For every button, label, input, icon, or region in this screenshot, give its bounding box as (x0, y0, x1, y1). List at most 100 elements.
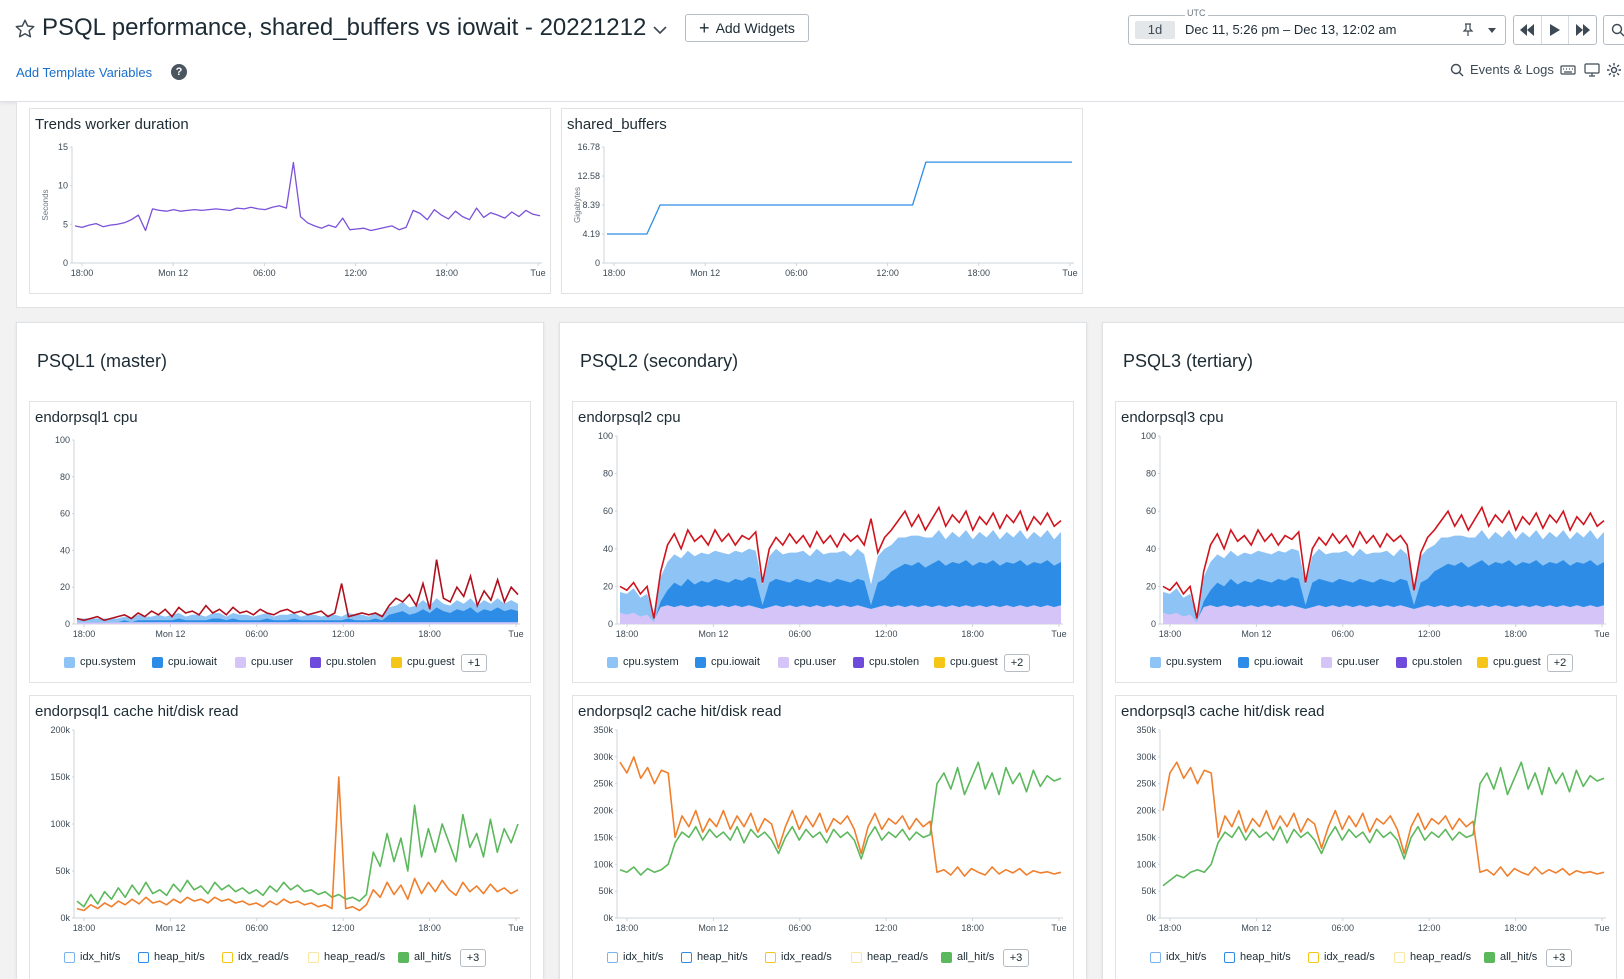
legend-swatch (64, 656, 75, 668)
legend-item[interactable]: all_hit/s (941, 951, 994, 963)
legend-item[interactable]: heap_read/s (851, 951, 928, 963)
y-tick-label: 4.19 (582, 229, 600, 239)
cpu1-widget[interactable]: 0 20 40 60 80 100 18:00 Mon 12 06:00 12:00 18:00 Tu… (29, 401, 531, 683)
cpu-legend: cpu.system cpu.iowait cpu.user cpu.stolen cp… (30, 654, 530, 676)
pin-icon[interactable] (1461, 23, 1475, 37)
legend-item[interactable]: idx_hit/s (64, 951, 120, 963)
cpu2-widget[interactable]: 0 20 40 60 80 100 18:00 Mon 12 06:00 12:00 18:00 Tu… (572, 401, 1074, 683)
legend-more-button[interactable]: +1 (461, 654, 487, 672)
legend-more-button[interactable]: +2 (1004, 654, 1030, 672)
legend-more-button[interactable]: +3 (1003, 949, 1029, 967)
legend-item[interactable]: cpu.system (1150, 656, 1222, 668)
legend-label: heap_hit/s (154, 951, 205, 963)
legend-item[interactable]: cpu.guest (1477, 656, 1541, 668)
y-tick-label: 16.78 (577, 142, 600, 152)
legend-item[interactable]: idx_read/s (1308, 951, 1375, 963)
legend-label: cpu.user (794, 656, 837, 668)
legend-item[interactable]: idx_hit/s (1150, 951, 1206, 963)
gear-icon[interactable] (1606, 62, 1622, 78)
trends-widget[interactable]: 0 5 10 15 18:00 Mon 12 06:00 12:00 18:00 Tue Secon… (29, 108, 551, 294)
legend-item[interactable]: cpu.stolen (310, 656, 376, 668)
legend-swatch (1394, 951, 1405, 963)
x-tick-label: 18:00 (1504, 629, 1527, 639)
chevron-down-icon[interactable] (652, 22, 668, 38)
y-tick-label: 20 (1146, 581, 1156, 591)
play-icon (1550, 24, 1560, 36)
legend-label: cpu.user (251, 656, 294, 668)
add-widgets-button[interactable]: + Add Widgets (685, 14, 809, 42)
legend-more-button[interactable]: +3 (460, 949, 486, 967)
legend-label: all_hit/s (1500, 951, 1538, 963)
y-tick-label: 20 (60, 582, 70, 592)
x-tick-label: 18:00 (71, 268, 94, 278)
legend-more-button[interactable]: +3 (1546, 949, 1572, 967)
legend-swatch (607, 951, 618, 963)
x-tick-label: 06:00 (785, 268, 808, 278)
add-template-variables-link[interactable]: Add Template Variables (16, 65, 153, 80)
y-tick-label: 100k (50, 819, 70, 829)
keyboard-icon[interactable] (1560, 62, 1576, 78)
rewind-button[interactable] (1514, 16, 1542, 44)
area-cpu-system (1163, 530, 1604, 623)
legend-item[interactable]: cpu.guest (391, 656, 455, 668)
legend-more-button[interactable]: +2 (1547, 654, 1573, 672)
star-icon[interactable] (14, 18, 36, 40)
legend-item[interactable]: cpu.user (235, 656, 293, 668)
legend-item[interactable]: cpu.system (64, 656, 136, 668)
events-logs-label: Events & Logs (1470, 62, 1554, 77)
legend-label: cpu.stolen (326, 656, 377, 668)
legend-item[interactable]: idx_read/s (765, 951, 832, 963)
x-tick-label: 06:00 (246, 923, 269, 933)
shared-buffers-widget[interactable]: 0 4.19 8.39 12.58 16.78 18:00 Mon 12 06:00 12:00… (561, 108, 1083, 294)
y-tick-label: 8.39 (582, 200, 600, 210)
legend-item[interactable]: idx_read/s (222, 951, 289, 963)
x-tick-label: Mon 12 (698, 923, 728, 933)
area-cpu-iowait (77, 605, 518, 623)
events-logs-button[interactable]: Events & Logs (1450, 62, 1554, 77)
legend-item[interactable]: heap_hit/s (138, 951, 205, 963)
series-line-total (1162, 505, 1605, 619)
legend-swatch (391, 656, 402, 668)
time-range-picker[interactable]: 1d Dec 11, 5:26 pm – Dec 13, 12:02 am (1128, 15, 1506, 45)
y-tick-label: 200k (50, 725, 70, 735)
help-icon[interactable]: ? (171, 64, 187, 80)
play-button[interactable] (1542, 16, 1570, 44)
legend-item[interactable]: cpu.guest (934, 656, 998, 668)
legend-item[interactable]: cpu.iowait (695, 656, 760, 668)
legend-item[interactable]: cpu.stolen (853, 656, 919, 668)
y-tick-label: 100k (593, 859, 613, 869)
zoom-out-button[interactable] (1603, 15, 1624, 45)
legend-item[interactable]: idx_hit/s (607, 951, 663, 963)
legend-item[interactable]: heap_hit/s (681, 951, 748, 963)
y-tick-label: 350k (1136, 725, 1156, 735)
y-tick-label: 10 (58, 181, 68, 191)
x-tick-label: Tue (1062, 268, 1077, 278)
legend-item[interactable]: cpu.user (778, 656, 836, 668)
x-tick-label: 12:00 (332, 629, 355, 639)
legend-item[interactable]: cpu.iowait (152, 656, 217, 668)
monitor-icon[interactable] (1584, 62, 1600, 78)
legend-item[interactable]: cpu.system (607, 656, 679, 668)
time-range-text: Dec 11, 5:26 pm – Dec 13, 12:02 am (1185, 22, 1397, 37)
cpu3-widget[interactable]: 0 20 40 60 80 100 18:00 Mon 12 06:00 12:00 18:00 Tu… (1115, 401, 1617, 683)
cache1-widget[interactable]: 0k 50k 100k 150k 200k 18:00 Mon 12 06:00 12:00 18… (29, 695, 531, 979)
cache2-widget[interactable]: 0k 50k 100k 150k 200k 250k 300k 350k 18:00 Mon 12… (572, 695, 1074, 979)
cache3-widget[interactable]: 0k 50k 100k 150k 200k 250k 300k 350k 18:00 Mon 12… (1115, 695, 1617, 979)
legend-item[interactable]: cpu.iowait (1238, 656, 1303, 668)
legend-item[interactable]: cpu.user (1321, 656, 1379, 668)
legend-swatch (934, 656, 945, 668)
legend-label: cpu.system (80, 656, 136, 668)
legend-item[interactable]: heap_read/s (308, 951, 385, 963)
y-tick-label: 100k (1136, 859, 1156, 869)
y-tick-label: 50k (1141, 886, 1156, 896)
legend-item[interactable]: heap_hit/s (1224, 951, 1291, 963)
legend-label: cpu.guest (1493, 656, 1541, 668)
legend-item[interactable]: heap_read/s (1394, 951, 1471, 963)
y-tick-label: 0k (603, 913, 613, 923)
fast-forward-button[interactable] (1569, 16, 1596, 44)
cache-legend: idx_hit/s heap_hit/s idx_read/s heap_read/s… (573, 949, 1073, 971)
legend-item[interactable]: all_hit/s (398, 951, 451, 963)
caret-down-icon[interactable] (1485, 23, 1499, 37)
legend-item[interactable]: cpu.stolen (1396, 656, 1462, 668)
legend-item[interactable]: all_hit/s (1484, 951, 1537, 963)
